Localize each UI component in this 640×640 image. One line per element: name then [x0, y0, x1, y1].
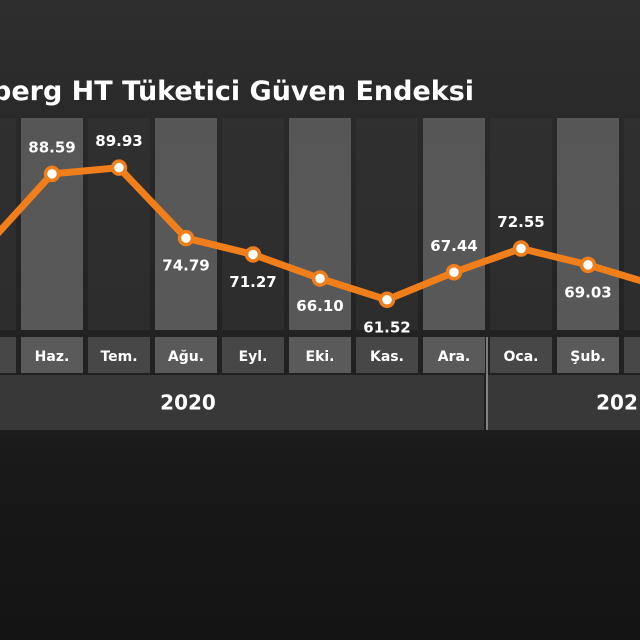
year-label: 202	[596, 391, 638, 415]
category-label: Ara.	[438, 349, 471, 365]
data-point	[311, 270, 329, 287]
year-cell	[486, 375, 640, 430]
category-cell	[490, 337, 552, 373]
category-label: Kas.	[370, 349, 404, 365]
column-bands	[0, 118, 640, 330]
data-label: 67.44	[430, 237, 477, 255]
column-band	[557, 118, 619, 330]
data-points	[43, 159, 597, 309]
data-label: 71.27	[229, 273, 276, 291]
column-band	[222, 118, 284, 330]
data-label: 66.10	[296, 297, 343, 315]
category-label: Oca.	[504, 349, 539, 365]
column-band	[289, 118, 351, 330]
category-cell	[21, 337, 83, 373]
x-axis: y.Haz.Tem.Ağu.Eyl.Eki.Kas.Ara.Oca.Şub.M2…	[0, 337, 640, 430]
data-label: 72.55	[497, 213, 544, 231]
data-label: 74.79	[162, 257, 209, 275]
category-label: Şub.	[570, 349, 605, 365]
column-band	[88, 118, 150, 330]
value-labels: 88.59 89.93 74.79 71.27 66.10 61.52 67.44 72.55…	[28, 132, 611, 336]
chart-title: berg HT Tüketici Güven Endeksi	[0, 76, 474, 107]
data-point	[177, 229, 195, 247]
data-label: 61.52	[363, 318, 410, 336]
category-cell	[88, 337, 150, 373]
category-label: Haz.	[35, 349, 70, 365]
column-band	[423, 118, 485, 330]
category-label: Eki.	[306, 349, 335, 365]
data-label: 88.59	[28, 138, 75, 156]
category-cell	[356, 337, 418, 373]
category-label: Eyl.	[239, 349, 268, 365]
year-label: 2020	[160, 391, 216, 415]
column-band	[624, 118, 640, 330]
category-cell	[155, 337, 217, 373]
year-cell	[0, 375, 484, 430]
column-band	[155, 118, 217, 330]
data-point	[110, 159, 128, 176]
category-label: Tem.	[100, 349, 137, 365]
data-point	[445, 264, 463, 281]
data-point	[512, 240, 530, 257]
data-point	[244, 246, 262, 263]
data-point	[579, 256, 597, 274]
category-cell	[557, 337, 619, 373]
category-cell	[624, 337, 640, 373]
data-point	[43, 165, 61, 183]
category-cell	[222, 337, 284, 373]
data-label: 69.03	[564, 283, 611, 301]
data-point	[378, 291, 396, 309]
category-cell	[423, 337, 485, 373]
category-cell	[0, 337, 16, 373]
column-band	[490, 118, 552, 330]
category-label: Ağu.	[168, 349, 204, 365]
data-label: 89.93	[95, 132, 142, 150]
category-cell	[289, 337, 351, 373]
column-band	[21, 118, 83, 330]
